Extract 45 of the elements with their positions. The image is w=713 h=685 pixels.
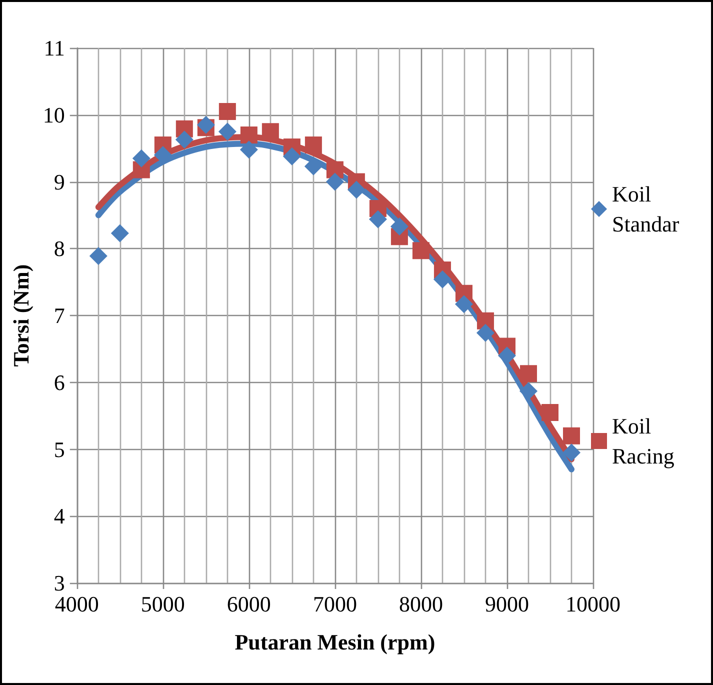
- point: [368, 210, 387, 228]
- point: [304, 136, 322, 154]
- point: [132, 149, 150, 168]
- point: [175, 130, 194, 149]
- y-tick-label: 9: [54, 169, 65, 194]
- point: [218, 103, 236, 120]
- y-tick-label: 8: [54, 236, 65, 262]
- y-tick-label: 5: [54, 436, 65, 462]
- legend-label: Koil Standar: [612, 182, 680, 236]
- point: [541, 404, 558, 421]
- point: [282, 147, 301, 166]
- y-tick-label: 10: [42, 102, 65, 128]
- x-tick-label: 6000: [226, 592, 271, 616]
- point: [562, 427, 580, 444]
- point: [240, 126, 258, 144]
- y-axis-title: Torsi (Nm): [8, 264, 34, 367]
- point: [262, 123, 279, 140]
- point: [196, 116, 215, 134]
- point: [218, 122, 236, 141]
- point: [390, 218, 408, 236]
- y-tick-label: 4: [54, 504, 65, 529]
- legend-label: Koil Racing: [612, 414, 674, 468]
- point: [498, 346, 516, 365]
- point: [89, 246, 108, 265]
- point: [476, 324, 494, 342]
- y-tick-label: 7: [54, 303, 65, 328]
- x-axis-title: Putaran Mesin (rpm): [234, 630, 436, 654]
- x-tick-label: 9000: [484, 592, 529, 616]
- point: [347, 180, 366, 199]
- point: [412, 242, 430, 260]
- x-tick-label: 10000: [566, 592, 620, 616]
- point: [519, 382, 538, 400]
- point: [240, 140, 258, 159]
- x-tick-label: 8000: [398, 592, 443, 616]
- point: [326, 172, 344, 191]
- point: [110, 224, 129, 242]
- point: [326, 161, 344, 178]
- x-tick-label: 5000: [140, 592, 185, 616]
- x-tick-label: 7000: [312, 592, 357, 616]
- y-tick-label: 11: [44, 36, 65, 60]
- point: [454, 295, 473, 314]
- point: [433, 270, 452, 288]
- point: [520, 365, 537, 382]
- y-tick-label: 6: [54, 370, 65, 395]
- point: [562, 444, 580, 462]
